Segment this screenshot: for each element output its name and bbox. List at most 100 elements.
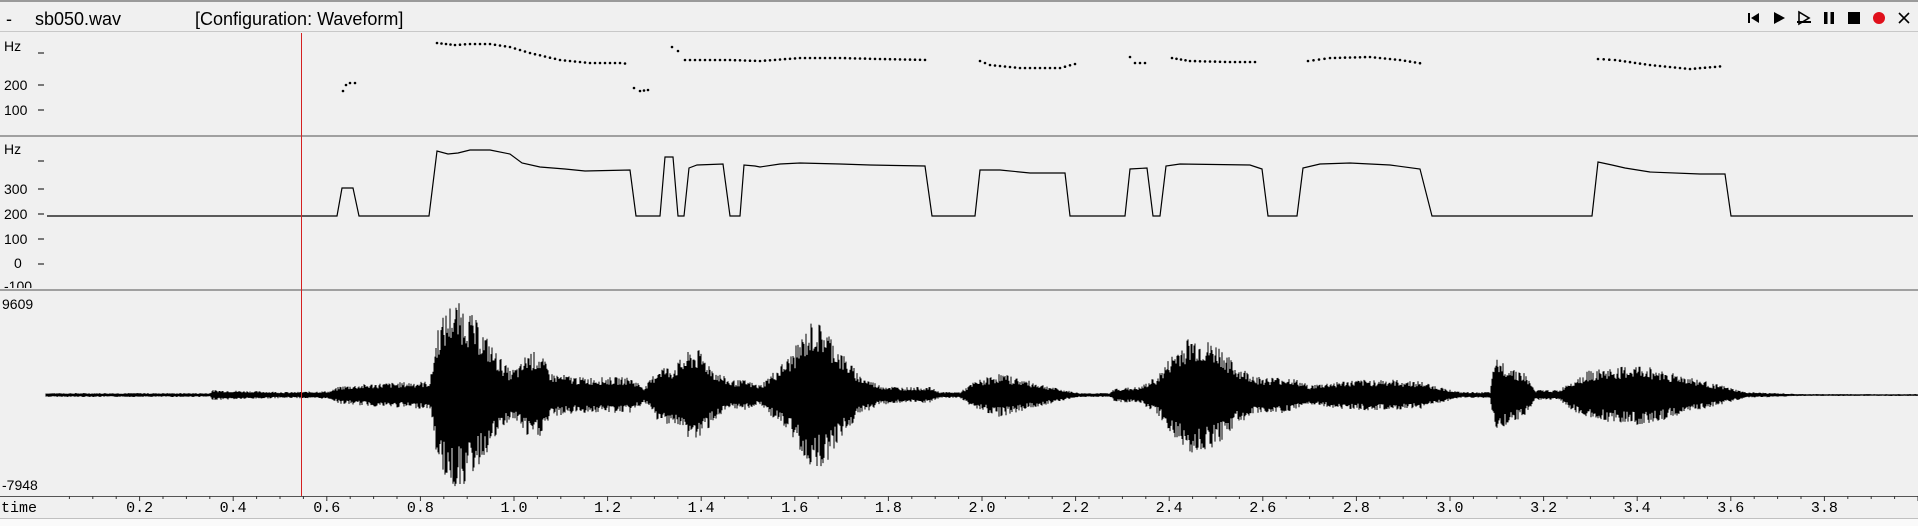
pitch-dot: [848, 57, 852, 60]
pitch-dot: [1388, 57, 1392, 61]
pitch-dots-label-200: 200: [4, 77, 28, 93]
pitch-dot: [593, 61, 597, 65]
pitch-dot: [1333, 56, 1337, 60]
pane-divider[interactable]: [0, 289, 1918, 291]
horizontal-scrollbar[interactable]: [0, 518, 1918, 526]
pitch-dot: [478, 42, 482, 46]
pitch-dot: [808, 56, 812, 60]
playback-cursor[interactable]: [301, 33, 302, 496]
pitch-dots-pane[interactable]: Hz 200 100: [0, 33, 1918, 135]
time-tick-label: 2.4: [1155, 500, 1183, 517]
pitch-dot: [1203, 60, 1207, 63]
pitch-dot: [468, 42, 472, 46]
pitch-track-label-300: 300: [4, 181, 28, 197]
pitch-dot: [1038, 66, 1042, 70]
pitch-dot: [453, 43, 457, 47]
pitch-dot: [838, 56, 842, 60]
pitch-dot: [1170, 56, 1174, 60]
pitch-dot: [341, 89, 345, 93]
pitch-dot: [1348, 56, 1352, 59]
pitch-dot: [723, 58, 727, 62]
pitch-dot: [698, 58, 702, 62]
pitch-dot: [1128, 55, 1132, 59]
pitch-dot: [676, 49, 680, 53]
pitch-dot: [823, 56, 827, 60]
pitch-dot: [353, 81, 357, 85]
pitch-dot: [1073, 62, 1077, 66]
play-icon[interactable]: [1771, 10, 1787, 26]
pitch-dot: [613, 61, 617, 65]
pitch-dot: [683, 58, 687, 62]
pitch-dot: [913, 58, 917, 61]
pitch-dot: [1653, 64, 1657, 67]
pitch-dot: [1633, 61, 1637, 65]
pitch-dot: [1718, 65, 1722, 68]
pitch-dot: [778, 58, 782, 61]
time-tick-label: 1.4: [687, 500, 715, 517]
pitch-dot: [1063, 65, 1067, 68]
pitch-dot: [828, 56, 832, 60]
pitch-dot: [718, 58, 722, 62]
pitch-dot: [1668, 65, 1672, 69]
pitch-dot: [1228, 60, 1232, 64]
pitch-dot: [528, 51, 532, 55]
pitch-dot: [1613, 58, 1617, 62]
pitch-dot: [1628, 60, 1632, 64]
pitch-dot: [868, 57, 872, 61]
record-icon[interactable]: [1871, 10, 1887, 26]
pitch-dot: [728, 58, 732, 62]
menu-dash[interactable]: -: [6, 9, 12, 29]
pitch-dot: [473, 42, 477, 46]
time-tick-label: 0.6: [313, 500, 341, 517]
pitch-dot: [618, 61, 622, 65]
skip-to-start-icon[interactable]: [1746, 10, 1762, 26]
pitch-dot: [1306, 59, 1310, 63]
pitch-dot: [853, 57, 857, 60]
pitch-dot: [918, 58, 922, 62]
pitch-dot: [1343, 56, 1347, 59]
pitch-dot: [843, 56, 847, 60]
pitch-dot: [1243, 60, 1247, 64]
time-axis[interactable]: [0, 496, 1918, 525]
pitch-track-label-100: 100: [4, 231, 28, 247]
play-selection-icon[interactable]: [1796, 10, 1812, 26]
pitch-dot: [533, 52, 537, 56]
pitch-dot: [498, 44, 502, 47]
pitch-dot: [444, 42, 448, 46]
pitch-dot: [1048, 66, 1052, 70]
pitch-track-label-minus-100: -100: [4, 278, 33, 288]
pitch-dot: [888, 57, 892, 61]
pitch-dot: [1253, 60, 1257, 64]
pitch-dot: [670, 45, 674, 49]
pitch-dot: [1248, 60, 1252, 64]
pitch-dot: [1238, 60, 1242, 64]
pitch-dot: [558, 58, 562, 62]
pitch-track-pane[interactable]: Hz 300 200 100 0 -100: [0, 137, 1918, 289]
pitch-dot: [858, 57, 862, 60]
pane-divider[interactable]: [0, 135, 1918, 137]
pitch-track-unit: Hz: [4, 141, 22, 157]
waveform-plot: [45, 303, 1918, 487]
pitch-dot: [803, 56, 807, 60]
pause-icon[interactable]: [1821, 10, 1837, 26]
pitch-dot: [1068, 64, 1072, 67]
close-icon[interactable]: [1896, 10, 1912, 26]
pitch-dot: [768, 59, 772, 62]
stop-icon[interactable]: [1846, 10, 1862, 26]
pitch-dot: [878, 57, 882, 61]
pitch-dot: [733, 58, 737, 62]
pitch-dot: [908, 58, 912, 61]
pitch-dot: [503, 45, 507, 48]
pitch-dot: [1602, 58, 1605, 61]
file-name: sb050.wav: [35, 9, 122, 29]
configuration-label: [Configuration: Waveform]: [195, 9, 404, 29]
pitch-dot: [603, 61, 607, 65]
pitch-dot: [493, 43, 497, 47]
waveform-pane[interactable]: 9609 -7948: [0, 291, 1918, 496]
pitch-dot: [773, 58, 777, 62]
pitch-track-label-200: 200: [4, 206, 28, 222]
pitch-dot: [688, 58, 692, 62]
pitch-dot: [1013, 66, 1017, 69]
pitch-dot: [693, 58, 697, 62]
pitch-dot: [1683, 67, 1687, 70]
